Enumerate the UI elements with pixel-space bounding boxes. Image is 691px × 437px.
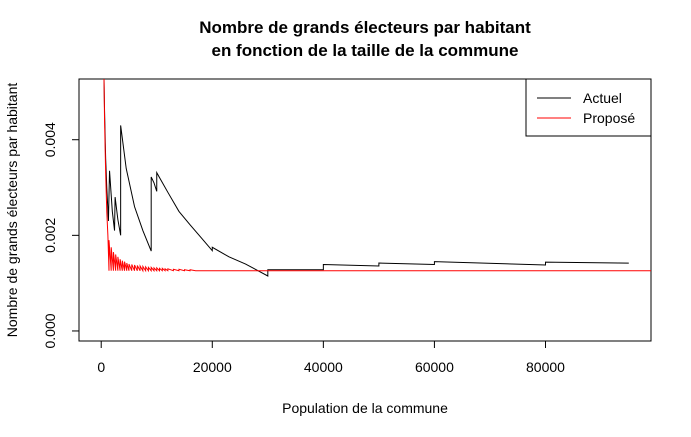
y-axis: 0.000 0.002 0.004: [42, 122, 79, 348]
y-axis-label: Nombre de grands électeurs par habitant: [4, 83, 20, 338]
legend: Actuel Proposé: [526, 79, 651, 136]
x-tick-label: 40000: [304, 359, 343, 375]
y-tick-label: 0.002: [42, 218, 58, 253]
x-axis: 0 20000 40000 60000 80000: [97, 341, 565, 375]
x-tick-label: 60000: [415, 359, 454, 375]
x-axis-label: Population de la commune: [282, 400, 448, 416]
x-tick-label: 80000: [526, 359, 565, 375]
legend-label-propose: Proposé: [583, 110, 635, 126]
chart-title: Nombre de grands électeurs par habitant: [199, 18, 531, 37]
x-tick-label: 0: [97, 359, 105, 375]
y-tick-label: 0.004: [42, 122, 58, 157]
legend-box: [526, 79, 651, 136]
x-tick-label: 20000: [193, 359, 232, 375]
y-tick-label: 0.000: [42, 313, 58, 348]
legend-label-actuel: Actuel: [583, 90, 622, 106]
chart-subtitle: en fonction de la taille de la commune: [211, 41, 518, 60]
